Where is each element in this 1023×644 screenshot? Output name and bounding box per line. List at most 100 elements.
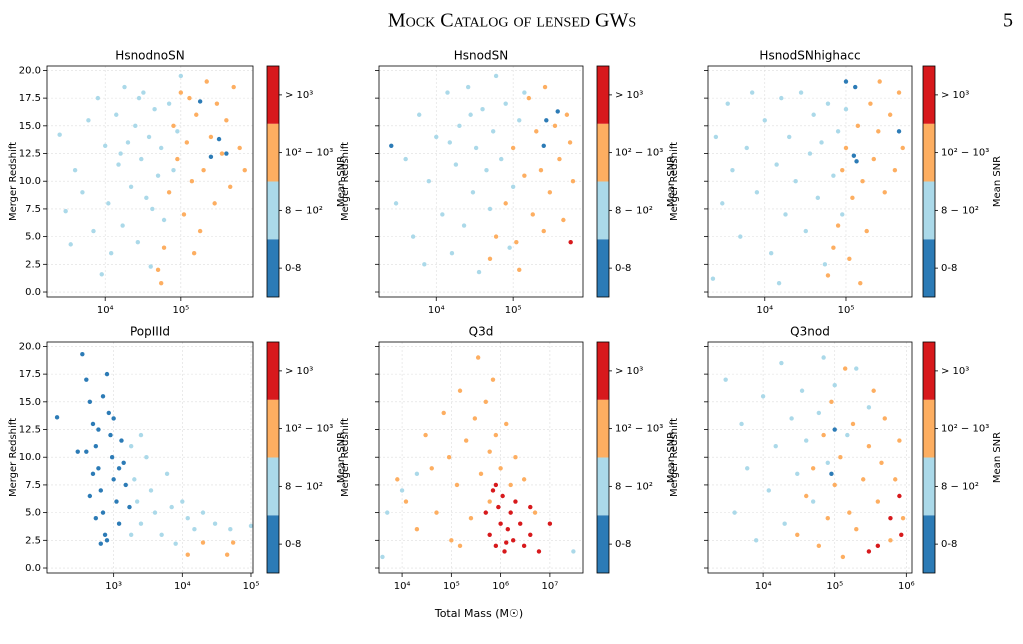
scatter-point <box>109 455 115 460</box>
colorbar-label: 8 − 10² <box>615 481 653 492</box>
x-tick-label: 10³ <box>105 581 122 592</box>
scatter-point <box>184 140 190 145</box>
scatter-point <box>118 151 123 156</box>
plot-frame <box>707 341 913 574</box>
scatter-point <box>732 510 737 515</box>
scatter-point <box>476 269 482 275</box>
scatter-point <box>760 394 766 399</box>
scatter-point <box>120 223 125 228</box>
scatter-point <box>876 129 881 134</box>
scatter-point <box>783 212 788 217</box>
scatter-point <box>417 112 422 117</box>
scatter-point <box>457 388 463 393</box>
scatter-point <box>532 510 538 515</box>
panel-title: HsnodnoSN <box>115 49 184 63</box>
scatter-point <box>454 482 460 488</box>
scatter-point <box>534 129 539 134</box>
scatter-point <box>832 427 837 432</box>
scatter-point <box>57 132 62 137</box>
scatter-point <box>896 129 902 134</box>
scatter-point <box>108 432 113 438</box>
scatter-point <box>139 156 144 162</box>
y-axis-label: Merger Redshift <box>8 418 19 497</box>
scatter-point <box>799 388 805 393</box>
colorbar-segment <box>923 457 935 516</box>
scatter-point <box>463 438 469 443</box>
colorbar-frame <box>266 341 280 574</box>
scatter-point <box>123 482 128 488</box>
scatter-point <box>158 280 164 286</box>
scatter-point <box>191 251 197 256</box>
scatter-point <box>754 190 760 195</box>
scatter-point <box>866 405 872 410</box>
scatter-point <box>561 217 566 223</box>
scatter-point <box>385 510 390 515</box>
scatter-point <box>72 167 78 173</box>
colorbar-label: > 10³ <box>941 366 969 377</box>
y-tick-label: 2.5 <box>25 259 41 270</box>
scatter-point <box>389 143 394 148</box>
scatter-point <box>103 143 108 148</box>
y-tick-label: 15.0 <box>19 121 41 132</box>
x-tick-label: 10⁵ <box>826 581 843 592</box>
scatter-point <box>779 360 784 366</box>
scatter-point <box>738 234 743 239</box>
scatter-point <box>900 145 905 151</box>
scatter-point <box>840 212 845 217</box>
scatter-point <box>541 228 546 234</box>
scatter-point <box>175 156 180 162</box>
colorbar-title: Mean SNR <box>992 156 1003 207</box>
scatter-point <box>838 455 843 460</box>
scatter-point <box>522 90 527 95</box>
scatter-point <box>847 256 852 261</box>
colorbar-segment <box>597 123 609 182</box>
scatter-point <box>866 443 872 449</box>
scatter-point <box>832 482 837 488</box>
scatter-point <box>468 112 473 117</box>
scatter-point <box>518 521 523 526</box>
scatter-point <box>843 79 849 84</box>
scatter-point <box>552 123 558 129</box>
colorbar-label: > 10³ <box>941 90 969 101</box>
scatter-point <box>54 415 60 420</box>
scatter-point <box>723 377 728 382</box>
scatter-point <box>487 449 492 454</box>
scatter-point <box>498 466 503 471</box>
plot-frame <box>46 65 254 298</box>
scatter-point <box>128 184 134 189</box>
scatter-point <box>528 532 533 537</box>
scatter-point <box>875 499 881 504</box>
scatter-point <box>888 515 893 521</box>
colorbar-label: 0-8 <box>285 539 301 550</box>
scatter-point <box>144 455 149 460</box>
scatter-point <box>200 510 206 515</box>
scatter-point <box>201 167 206 173</box>
scatter-point <box>108 251 114 256</box>
scatter-point <box>197 228 203 234</box>
scatter-point <box>214 101 220 106</box>
y-axis-label: Merger Redshift <box>340 142 351 221</box>
scatter-point <box>835 129 841 134</box>
scatter-point <box>851 153 857 158</box>
colorbar-label: 8 − 10² <box>285 481 323 492</box>
scatter-point <box>189 179 195 184</box>
colorbar-segment <box>597 181 609 240</box>
scatter-point <box>90 421 96 427</box>
scatter-point <box>753 538 759 543</box>
scatter-point <box>831 245 836 250</box>
colorbar-label: 0-8 <box>941 539 957 550</box>
scatter-point <box>208 134 214 140</box>
scatter-point <box>429 466 434 471</box>
scatter-point <box>161 217 167 223</box>
scatter-point <box>166 190 172 195</box>
scatter-point <box>119 438 124 443</box>
scatter-point <box>542 84 548 90</box>
colorbar-label: 0-8 <box>285 263 301 274</box>
panel-title: HsnodSN <box>454 49 508 63</box>
plot-area <box>47 342 253 573</box>
scatter-point <box>127 504 132 510</box>
scatter-point <box>795 471 800 477</box>
scatter-point <box>547 521 553 526</box>
scatter-point <box>148 488 154 493</box>
scatter-point <box>816 410 822 416</box>
